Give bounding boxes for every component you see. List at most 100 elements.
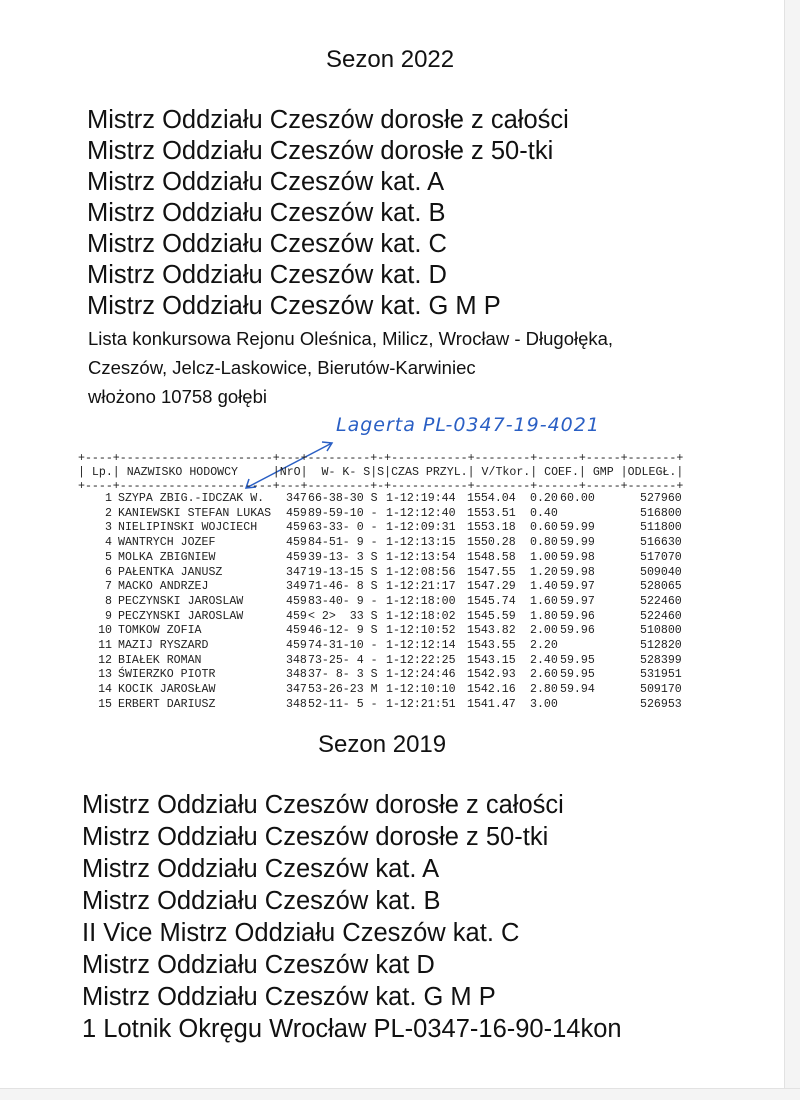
cell-wks: 89-59-10 - [308, 506, 378, 520]
cell-coef: 2.60 [530, 668, 558, 682]
cell-odl: 528065 [640, 580, 682, 594]
cell-nro: 459 [286, 609, 307, 623]
table-row: 10 TOMKOW ZOFIA 459 46-12- 9 S 1-12:10:52 154… [0, 624, 800, 638]
cell-lp: 1 [105, 492, 112, 505]
cell-nro: 348 [286, 697, 307, 711]
cell-gmp: 59.99 [560, 521, 595, 535]
cell-nro: 348 [286, 668, 307, 682]
achievement-title: Mistrz Oddziału Czeszów kat. B [87, 199, 446, 227]
cell-gmp: 59.97 [560, 594, 595, 608]
achievement-title: Mistrz Oddziału Czeszów kat. C [87, 230, 447, 258]
cell-czas: 1-12:18:02 [386, 609, 456, 623]
cell-wks: 83-40- 9 - [308, 594, 378, 608]
cell-name: KOCIK JAROSŁAW [118, 683, 216, 697]
cell-v: 1543.82 [467, 624, 516, 638]
cell-lp: 8 [105, 594, 112, 608]
season-2019-title: Sezon 2019 [318, 731, 447, 758]
cell-odl: 509040 [640, 565, 682, 579]
cell-nro: 349 [286, 580, 307, 594]
achievement-title: Mistrz Oddziału Czeszów dorosłe z całośc… [82, 791, 564, 819]
list-info-line: Czeszów, Jelcz-Laskowice, Bierutów-Karwi… [88, 357, 476, 378]
cell-czas: 1-12:18:00 [386, 594, 456, 608]
cell-lp: 12 [98, 653, 112, 667]
cell-wks: 71-46- 8 S [308, 580, 378, 594]
cell-v: 1541.47 [467, 697, 516, 711]
cell-gmp: 59.97 [560, 580, 595, 594]
table-row: 9 PECZYNSKI JAROSLAW 459 < 2> 33 S 1-12:18:0… [0, 610, 800, 624]
achievement-title: Mistrz Oddziału Czeszów kat. B [82, 887, 441, 915]
cell-wks: 52-11- 5 - [308, 697, 378, 711]
cell-czas: 1-12:09:31 [386, 521, 456, 535]
cell-odl: 528399 [640, 653, 682, 667]
table-row: 5 MOLKA ZBIGNIEW 459 39-13- 3 S 1-12:13:54 15… [0, 551, 800, 565]
table-row: 1 SZYPA ZBIG.-IDCZAK W. 347 66-38-30 S 1-12:… [0, 492, 800, 506]
achievement-title: Mistrz Oddziału Czeszów dorosłe z 50-tki [87, 137, 554, 165]
cell-lp: 13 [98, 668, 112, 682]
list-info-line: włożono 10758 gołębi [88, 386, 267, 407]
achievement-title: Mistrz Oddziału Czeszów kat D [82, 951, 435, 979]
cell-odl: 517070 [640, 550, 682, 564]
cell-czas: 1-12:12:40 [386, 506, 456, 520]
cell-odl: 522460 [640, 594, 682, 608]
cell-odl: 531951 [640, 668, 682, 682]
cell-v: 1545.74 [467, 594, 516, 608]
scan-edge [0, 1088, 800, 1100]
cell-v: 1553.51 [467, 506, 516, 520]
scan-edge [784, 0, 800, 1100]
cell-name: TOMKOW ZOFIA [118, 624, 202, 638]
table-row: 11 MAZIJ RYSZARD 459 74-31-10 - 1-12:12:14 15… [0, 639, 800, 653]
table-border: +----+----------------------+---+-------… [78, 480, 684, 493]
cell-coef: 0.40 [530, 506, 558, 520]
cell-wks: 39-13- 3 S [308, 550, 378, 564]
cell-v: 1542.16 [467, 683, 516, 697]
cell-gmp: 59.95 [560, 653, 595, 667]
cell-lp: 7 [105, 580, 112, 594]
cell-odl: 516800 [640, 506, 682, 520]
cell-name: MAZIJ RYSZARD [118, 639, 209, 652]
cell-lp: 11 [98, 639, 112, 652]
table-row: 12 BIAŁEK ROMAN 348 73-25- 4 - 1-12:22:25 154… [0, 654, 800, 668]
cell-gmp: 60.00 [560, 492, 595, 505]
achievement-title: Mistrz Oddziału Czeszów kat. G M P [87, 292, 501, 320]
cell-lp: 6 [105, 565, 112, 579]
cell-v: 1553.18 [467, 521, 516, 535]
cell-name: MACKO ANDRZEJ [118, 580, 209, 594]
cell-v: 1542.93 [467, 668, 516, 682]
cell-wks: < 2> 33 S [308, 609, 378, 623]
cell-name: PECZYNSKI JAROSLAW [118, 594, 244, 608]
table-row: 14 KOCIK JAROSŁAW 347 53-26-23 M 1-12:10:10 1… [0, 683, 800, 697]
cell-odl: 512820 [640, 639, 682, 652]
table-row: 6 PAŁENTKA JANUSZ 347 19-13-15 S 1-12:08:56 1… [0, 566, 800, 580]
cell-nro: 459 [286, 536, 307, 550]
achievement-title: Mistrz Oddziału Czeszów kat. G M P [82, 983, 496, 1011]
cell-odl: 526953 [640, 697, 682, 711]
cell-name: PAŁENTKA JANUSZ [118, 565, 223, 579]
cell-nro: 459 [286, 506, 307, 520]
cell-nro: 459 [286, 639, 307, 652]
cell-czas: 1-12:10:52 [386, 624, 456, 638]
cell-czas: 1-12:19:44 [386, 492, 456, 505]
cell-coef: 1.20 [530, 565, 558, 579]
cell-gmp: 59.96 [560, 609, 595, 623]
cell-odl: 509170 [640, 683, 682, 697]
achievement-title: Mistrz Oddziału Czeszów kat. D [87, 261, 447, 289]
cell-name: SZYPA ZBIG.-IDCZAK W. [118, 492, 265, 505]
cell-odl: 510800 [640, 624, 682, 638]
cell-lp: 9 [105, 609, 112, 623]
table-row: 4 WANTRYCH JOZEF 459 84-51- 9 - 1-12:13:15 15… [0, 536, 800, 550]
cell-nro: 459 [286, 521, 307, 535]
cell-wks: 84-51- 9 - [308, 536, 378, 550]
cell-gmp: 59.96 [560, 624, 595, 638]
cell-v: 1550.28 [467, 536, 516, 550]
cell-odl: 527960 [640, 492, 682, 505]
cell-v: 1548.58 [467, 550, 516, 564]
cell-wks: 53-26-23 M [308, 683, 378, 697]
cell-czas: 1-12:22:25 [386, 653, 456, 667]
cell-gmp: 59.98 [560, 550, 595, 564]
cell-nro: 347 [286, 565, 307, 579]
cell-v: 1547.29 [467, 580, 516, 594]
cell-czas: 1-12:21:51 [386, 697, 456, 711]
cell-gmp: 59.94 [560, 683, 595, 697]
cell-coef: 1.60 [530, 594, 558, 608]
